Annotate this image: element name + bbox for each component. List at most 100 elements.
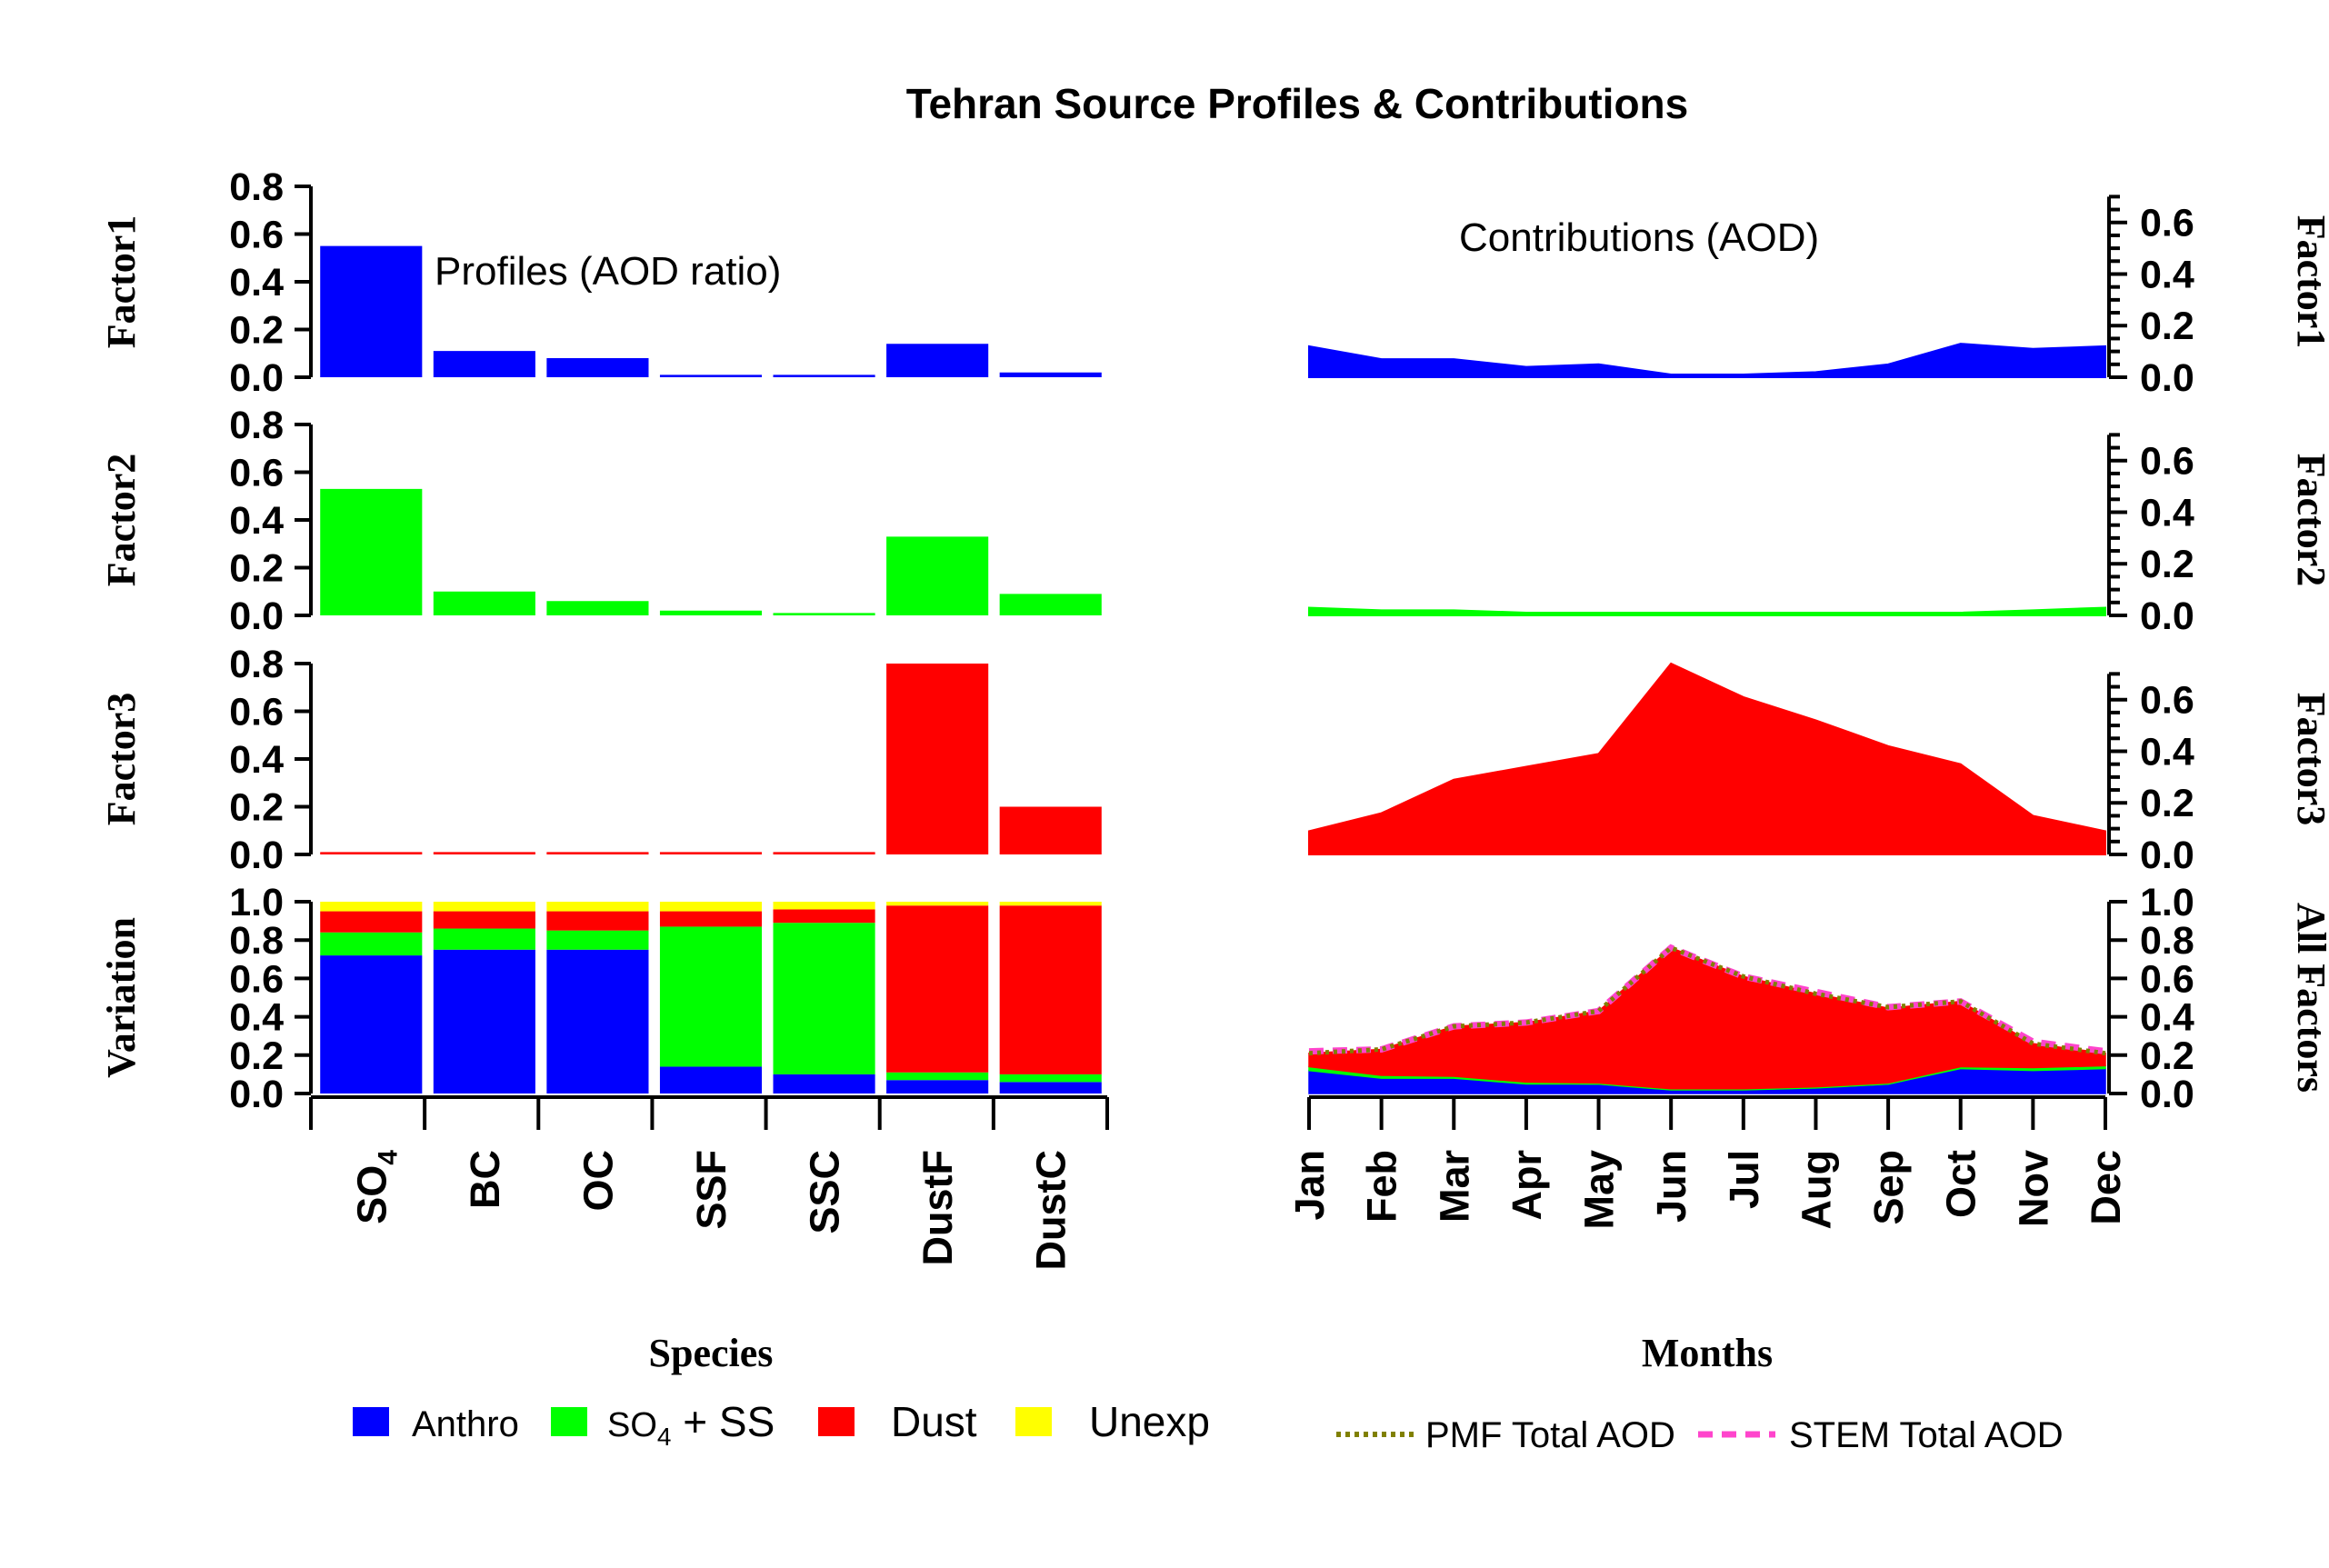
species-tick-label-dustc: DustC: [1028, 1150, 1075, 1271]
species-tick-label-so4: SO4: [348, 1150, 403, 1224]
right-y-tick-label: 0.0: [2140, 356, 2194, 400]
right-y-tick-label: 0.2: [2140, 782, 2194, 825]
stack-anthro-oc: [546, 949, 649, 1094]
bar-factor3-ssf: [659, 852, 763, 854]
left-y-tick-label: 0.4: [229, 499, 284, 543]
stack-dust-dustc: [999, 905, 1102, 1074]
row-label-right: All Factors: [2289, 903, 2329, 1093]
left-y-tick-label: 0.4: [229, 738, 284, 782]
chart-title: Tehran Source Profiles & Contributions: [906, 80, 1688, 127]
bar-factor3-bc: [433, 852, 535, 854]
left-y-tick-label: 0.0: [229, 594, 284, 638]
stack-unexp-oc: [546, 902, 649, 912]
left-y-tick-label: 0.0: [229, 356, 284, 400]
left-y-tick-label: 0.0: [229, 1073, 284, 1116]
stack-so4-ss-dustc: [999, 1074, 1102, 1083]
bar-factor3-so4: [320, 852, 423, 854]
left-y-tick-label: 0.6: [229, 691, 284, 734]
left-y-tick-label: 0.2: [229, 547, 284, 591]
legend-label-subscript: 4: [657, 1423, 672, 1451]
right-y-tick-label: 0.2: [2140, 305, 2194, 348]
right-y-tick-label: 0.6: [2140, 202, 2194, 245]
bar-factor1-bc: [433, 351, 535, 377]
bar-factor2-bc: [433, 591, 535, 615]
month-tick-label-may: May: [1576, 1150, 1623, 1230]
left-y-tick-label: 0.6: [229, 452, 284, 495]
stack-unexp-dustc: [999, 902, 1102, 906]
legend-swatch-dust: [818, 1407, 855, 1436]
left-y-tick-label: 0.2: [229, 1034, 284, 1078]
species-tick-label-dustf: DustF: [915, 1150, 961, 1266]
month-tick-label-apr: Apr: [1504, 1150, 1550, 1221]
right-y-tick-label: 0.4: [2140, 996, 2194, 1040]
row-label-left: Factor2: [99, 454, 144, 587]
left-y-tick-label: 0.8: [229, 919, 284, 963]
row-label-left: Variation: [99, 917, 144, 1078]
stack-anthro-ssc: [773, 1074, 875, 1094]
stack-so4-ss-so4: [320, 932, 423, 956]
species-tick-label-ssc: SSC: [802, 1150, 848, 1234]
bar-factor1-dustc: [999, 372, 1102, 377]
month-tick-label-jul: Jul: [1721, 1150, 1767, 1209]
month-tick-label-nov: Nov: [2010, 1150, 2056, 1227]
left-y-tick-label: 0.8: [229, 643, 284, 686]
left-y-tick-label: 0.8: [229, 165, 284, 209]
legend-label-unexp: Unexp: [1089, 1398, 1210, 1445]
bar-factor2-ssc: [773, 613, 875, 615]
legend-swatch-so4ss: [551, 1407, 587, 1436]
right-y-tick-label: 0.6: [2140, 679, 2194, 723]
bar-factor1-oc: [546, 358, 649, 377]
stack-dust-ssf: [659, 911, 763, 927]
bar-factor3-dustf: [886, 664, 989, 854]
right-y-tick-label: 0.6: [2140, 957, 2194, 1001]
legend-label-dust: Dust: [891, 1398, 977, 1445]
right-y-tick-label: 0.2: [2140, 543, 2194, 586]
stack-unexp-bc: [433, 902, 535, 912]
row-label-left: Factor1: [99, 215, 144, 349]
stack-anthro-ssf: [659, 1066, 763, 1094]
profiles-panels: 0.00.20.40.60.8Factor10.00.20.40.60.8Fac…: [99, 165, 1109, 1271]
left-y-tick-label: 0.8: [229, 404, 284, 447]
stack-so4-ss-dustf: [886, 1072, 989, 1081]
bar-factor3-dustc: [999, 806, 1102, 854]
right-y-tick-label: 0.0: [2140, 594, 2194, 638]
stack-unexp-ssf: [659, 902, 763, 912]
bar-factor3-oc: [546, 852, 649, 854]
legend-label-stem: STEM Total AOD: [1789, 1415, 2064, 1455]
stack-anthro-dustf: [886, 1080, 989, 1094]
left-y-tick-label: 0.2: [229, 309, 284, 353]
bar-factor1-ssf: [659, 375, 763, 377]
species-tick-label-ssf: SSF: [688, 1150, 735, 1230]
stack-unexp-ssc: [773, 902, 875, 910]
stack-dust-dustf: [886, 905, 989, 1073]
left-y-tick-label: 0.0: [229, 834, 284, 877]
month-tick-label-dec: Dec: [2083, 1150, 2129, 1225]
right-y-tick-label: 0.0: [2140, 1073, 2194, 1116]
left-y-tick-label: 0.6: [229, 214, 284, 257]
left-y-tick-label: 0.4: [229, 996, 284, 1040]
stack-unexp-dustf: [886, 902, 989, 906]
left-y-tick-label: 0.2: [229, 786, 284, 830]
stack-anthro-dustc: [999, 1082, 1102, 1094]
legend-label-anthro: Anthro: [412, 1404, 519, 1444]
right-y-tick-label: 0.4: [2140, 491, 2194, 534]
bar-factor2-so4: [320, 488, 423, 615]
row-label-left: Factor3: [99, 693, 144, 826]
stack-anthro-so4: [320, 955, 423, 1094]
month-tick-label-aug: Aug: [1793, 1150, 1839, 1229]
area-factor2: [1308, 606, 2106, 616]
month-tick-label-sep: Sep: [1865, 1150, 1912, 1225]
left-y-tick-label: 1.0: [229, 881, 284, 924]
bar-factor2-ssf: [659, 610, 763, 615]
row-label-right: Factor1: [2289, 215, 2329, 349]
legend-label-rest: + SS: [671, 1398, 775, 1445]
species-axis-title: Species: [649, 1331, 774, 1375]
right-y-tick-label: 0.0: [2140, 834, 2194, 877]
left-y-tick-label: 0.4: [229, 261, 284, 305]
stack-anthro-bc: [433, 949, 535, 1094]
legend-swatch-anthro: [353, 1407, 389, 1436]
stack-so4-ss-oc: [546, 930, 649, 950]
bar-factor3-ssc: [773, 852, 875, 854]
species-tick-label-subscript: 4: [373, 1150, 403, 1165]
